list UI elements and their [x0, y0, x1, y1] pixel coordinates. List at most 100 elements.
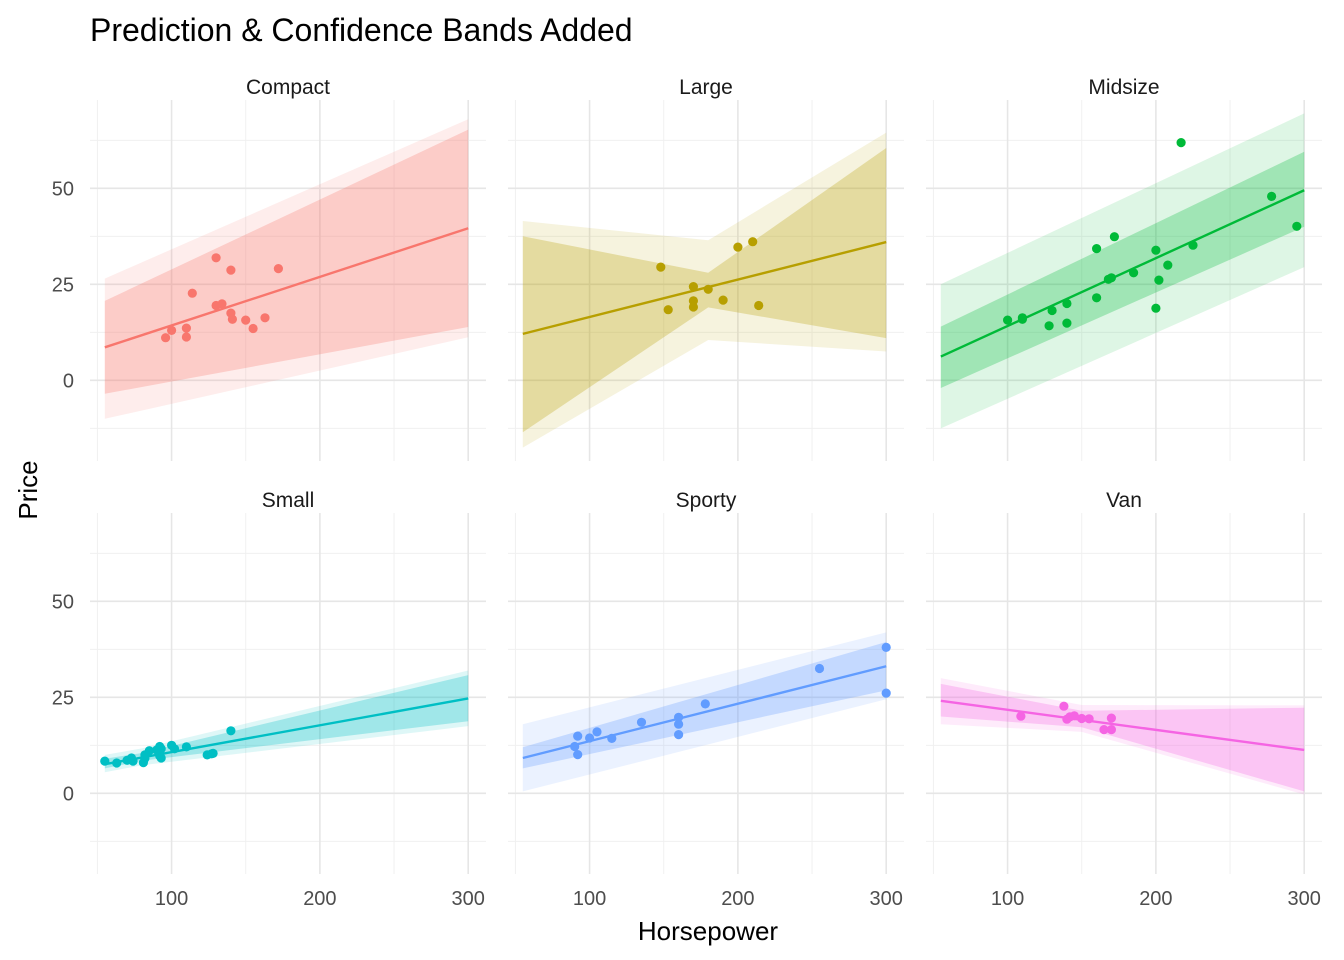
data-point	[112, 758, 122, 768]
facet-label: Small	[262, 489, 315, 512]
data-point	[674, 730, 684, 740]
data-point	[656, 262, 666, 272]
facet-label: Compact	[246, 76, 330, 99]
data-point	[814, 663, 825, 674]
data-point	[688, 302, 699, 312]
x-tick-label: 100	[573, 888, 606, 910]
facet-small: Small 0 25 50 100 200 300	[52, 489, 486, 910]
data-point	[1163, 260, 1173, 270]
data-point	[636, 717, 647, 727]
data-point	[1003, 315, 1013, 325]
data-point	[1044, 321, 1054, 331]
data-point	[208, 748, 218, 759]
data-point	[754, 300, 764, 311]
prediction-band	[940, 113, 1305, 429]
data-point	[128, 756, 138, 766]
data-point	[187, 288, 197, 298]
data-point	[1062, 298, 1072, 309]
data-point	[169, 744, 180, 754]
x-tick-label: 300	[870, 888, 903, 910]
data-point	[1062, 318, 1072, 328]
data-point	[211, 253, 221, 263]
data-point	[226, 726, 236, 736]
data-point	[248, 323, 258, 334]
data-point	[217, 299, 227, 309]
data-point	[226, 265, 236, 275]
gridlines	[90, 100, 486, 461]
x-tick-label: 200	[721, 888, 754, 910]
data-point	[260, 313, 270, 323]
y-tick-label: 50	[52, 178, 74, 200]
data-point	[1129, 268, 1139, 278]
data-point	[607, 733, 617, 744]
data-point	[161, 333, 171, 343]
data-point	[663, 305, 673, 315]
data-point	[1106, 725, 1116, 735]
data-point	[881, 688, 891, 698]
gridlines	[926, 100, 1322, 461]
data-point	[241, 315, 251, 325]
data-point	[1106, 713, 1116, 723]
confidence-band	[940, 151, 1305, 388]
data-point	[1092, 244, 1102, 254]
y-tick-label: 0	[63, 783, 74, 805]
data-point	[1084, 714, 1094, 724]
facet-label: Van	[1106, 489, 1142, 512]
x-tick-label: 200	[1139, 888, 1172, 910]
y-tick-label: 0	[63, 370, 74, 392]
fit-line	[940, 189, 1305, 358]
data-point	[573, 731, 583, 741]
x-tick-label: 100	[155, 888, 188, 910]
data-point	[748, 237, 758, 247]
facet-label: Midsize	[1088, 76, 1159, 99]
data-point	[1109, 232, 1119, 242]
data-point	[1077, 713, 1087, 724]
facet-label: Large	[679, 76, 733, 99]
data-point	[156, 744, 166, 754]
data-point	[1099, 725, 1109, 735]
gridlines	[926, 513, 1322, 874]
data-point	[1069, 711, 1079, 721]
data-point	[1059, 701, 1069, 711]
data-point	[881, 642, 891, 653]
data-point	[273, 264, 283, 274]
data-point	[1188, 240, 1198, 250]
data-point	[718, 295, 728, 305]
data-point	[1047, 305, 1057, 316]
data-point	[585, 733, 595, 743]
data-point	[1292, 221, 1302, 231]
facet-sporty: Sporty 100 200 300	[508, 489, 904, 910]
data-point	[144, 746, 154, 756]
fit-line	[104, 227, 469, 349]
data-point	[674, 719, 684, 729]
data-point	[733, 242, 743, 252]
x-axis-title: Horsepower	[638, 916, 779, 946]
prediction-band	[104, 119, 469, 419]
y-tick-label: 25	[52, 687, 74, 709]
fit-line	[940, 699, 1305, 752]
x-tick-label: 200	[303, 888, 336, 910]
data-point	[1092, 293, 1102, 303]
facet-van: Van 100 200 300	[926, 489, 1322, 910]
data-point	[1151, 245, 1161, 255]
x-tick-label: 100	[991, 888, 1024, 910]
data-point	[688, 282, 699, 292]
data-point	[167, 325, 177, 335]
x-tick-label: 300	[452, 888, 485, 910]
data-point	[1154, 275, 1164, 285]
data-point	[674, 712, 684, 722]
prediction-band	[940, 678, 1305, 795]
confidence-band	[940, 683, 1305, 792]
chart-title: Prediction & Confidence Bands Added	[90, 12, 633, 48]
data-point	[1106, 273, 1116, 283]
y-axis-title: Price	[13, 460, 43, 519]
data-point	[573, 750, 583, 760]
facet-label: Sporty	[676, 489, 737, 512]
data-point	[227, 314, 237, 324]
fit-line	[522, 665, 887, 760]
data-point	[181, 323, 191, 333]
gridlines	[508, 100, 904, 461]
facet-panels: Compact 0 25 50 Large Midsize Small 0 25 50 100 200…	[52, 76, 1322, 910]
confidence-band	[104, 675, 469, 769]
